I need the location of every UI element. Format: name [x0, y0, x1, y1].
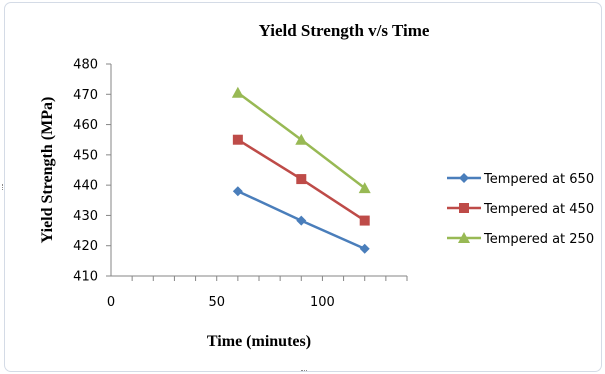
data-point [358, 182, 371, 194]
series-2 [232, 134, 370, 226]
y-tick-label: 430 [73, 209, 98, 224]
data-point [232, 134, 243, 145]
data-point [296, 215, 307, 226]
resize-handle-bottom[interactable] [301, 370, 307, 374]
series-1 [232, 186, 370, 254]
data-point [232, 186, 243, 197]
data-point [359, 215, 370, 226]
data-point [359, 243, 370, 254]
y-tick-label: 460 [73, 118, 98, 133]
legend-label: Tempered at 650 [483, 172, 594, 187]
x-axis-title: Time (minutes) [207, 333, 311, 350]
legend: Tempered at 650 Tempered at 450 Tempered a… [447, 172, 594, 247]
legend-label: Tempered at 450 [483, 202, 594, 217]
legend-entry-2: Tempered at 450 [447, 202, 594, 217]
legend-marker [459, 173, 469, 183]
y-axis-title: Yield Strength (MPa) [39, 97, 56, 244]
series-3 [231, 86, 371, 194]
x-tick-label: 100 [310, 295, 335, 310]
y-tick-label: 410 [73, 270, 98, 285]
resize-handle-left[interactable] [2, 184, 6, 190]
y-tick-label: 450 [73, 148, 98, 163]
legend-entry-1: Tempered at 650 [447, 172, 594, 187]
data-point [296, 174, 307, 185]
legend-marker [459, 203, 469, 213]
chart-frame [4, 2, 602, 372]
legend-marker [458, 232, 470, 243]
legend-entry-3: Tempered at 250 [447, 232, 594, 247]
y-tick-label: 420 [73, 239, 98, 254]
legend-label: Tempered at 250 [483, 232, 594, 247]
plot-area: 410 420 430 440 450 460 470 480 0 50 100 [73, 58, 408, 310]
x-tick-label: 0 [107, 295, 115, 310]
x-tick-label: 50 [208, 295, 225, 310]
data-point [231, 86, 244, 98]
y-tick-label: 470 [73, 88, 98, 103]
chart-title: Yield Strength v/s Time [259, 21, 430, 40]
y-tick-label: 480 [73, 58, 98, 73]
data-point [295, 133, 308, 145]
y-tick-label: 440 [73, 179, 98, 194]
